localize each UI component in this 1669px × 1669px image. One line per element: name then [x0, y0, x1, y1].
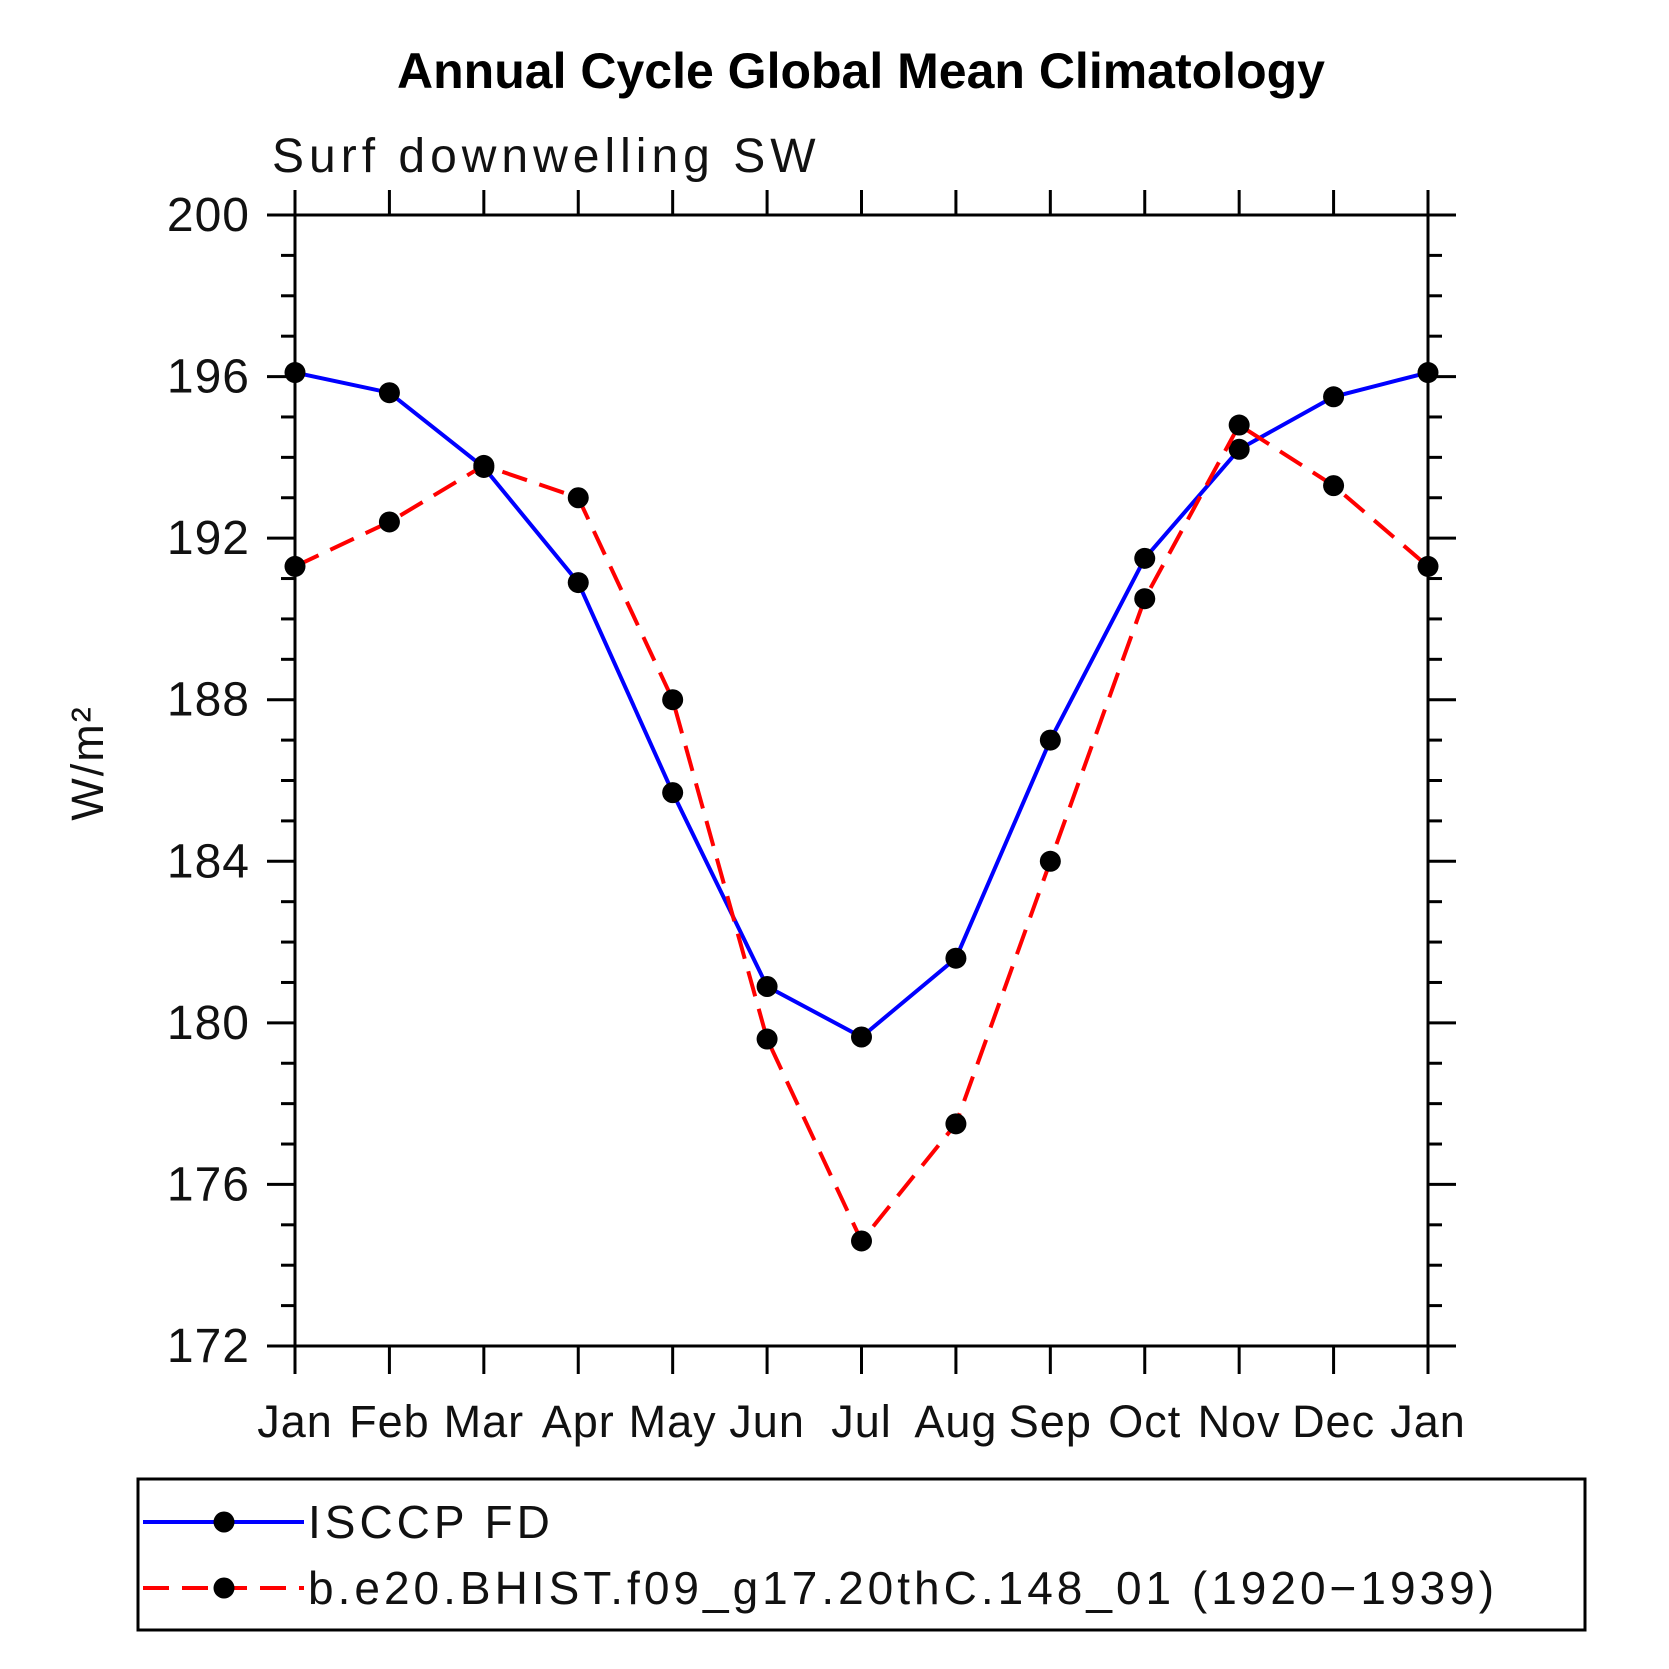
chart-subtitle: Surf downwelling SW: [272, 130, 821, 183]
data-point: [1134, 547, 1156, 569]
data-point: [662, 689, 684, 711]
data-point: [378, 382, 400, 404]
x-tick-label: Nov: [1198, 1396, 1281, 1447]
x-tick-label: Mar: [444, 1396, 525, 1447]
x-tick-label: Jan: [257, 1396, 333, 1447]
legend-label: b.e20.BHIST.f09_g17.20thC.148_01 (1920−1…: [308, 1562, 1498, 1614]
data-point: [851, 1026, 872, 1048]
data-point: [473, 454, 495, 476]
y-tick-label: 176: [167, 1158, 250, 1211]
x-tick-label: Dec: [1292, 1396, 1375, 1447]
y-tick-label: 200: [167, 189, 250, 242]
data-point: [1039, 850, 1061, 872]
legend-label: ISCCP FD: [308, 1496, 554, 1548]
data-point: [378, 511, 400, 533]
data-point: [284, 555, 306, 577]
x-tick-label: Apr: [542, 1396, 615, 1447]
data-point: [1417, 362, 1439, 384]
axes: Jan Feb Mar Apr May Jun Jul Aug Sep Oct Nov Dec Jan1…: [167, 189, 1466, 1447]
y-tick-label: 172: [167, 1320, 250, 1373]
legend-marker: [213, 1511, 235, 1533]
y-tick-label: 184: [167, 835, 250, 888]
x-tick-label: Sep: [1009, 1396, 1092, 1447]
data-point: [1228, 438, 1250, 460]
x-tick-label: Feb: [349, 1396, 430, 1447]
data-point: [1323, 386, 1345, 408]
data-point: [756, 1028, 778, 1050]
x-tick-label: Oct: [1108, 1396, 1181, 1447]
x-tick-label: Jun: [729, 1396, 805, 1447]
y-tick-label: 192: [167, 512, 250, 565]
series-line-1: [294, 422, 1430, 1245]
data-point: [1417, 555, 1439, 577]
y-tick-label: 188: [167, 674, 250, 727]
y-tick-label: 180: [167, 997, 250, 1050]
data-point: [1134, 588, 1156, 610]
data-point: [945, 1113, 967, 1135]
legend-box: [136, 1477, 1587, 1632]
data-point: [851, 1230, 872, 1252]
y-tick-label: 196: [167, 351, 250, 404]
legend: ISCCP FD b.e20.BHIST.f09_g17.20thC.148_01…: [136, 1477, 1587, 1632]
data-point: [945, 947, 967, 969]
chart-title: Annual Cycle Global Mean Climatology: [397, 43, 1325, 99]
data-point: [1039, 729, 1061, 751]
legend-marker: [213, 1577, 235, 1599]
data-point: [1323, 475, 1345, 497]
x-tick-label: Jan: [1390, 1396, 1466, 1447]
data-point: [1228, 414, 1250, 436]
y-axis-label: W/m²: [62, 705, 113, 820]
series-line-0: [294, 370, 1429, 1040]
plot-frame: [293, 213, 1430, 1348]
data-point: [662, 782, 684, 804]
series-group: [284, 362, 1439, 1252]
data-point: [567, 572, 589, 594]
x-tick-label: Aug: [914, 1396, 997, 1447]
data-point: [284, 362, 306, 384]
data-point: [756, 976, 778, 998]
data-point: [567, 487, 589, 509]
x-tick-label: May: [629, 1396, 717, 1447]
x-tick-label: Jul: [831, 1396, 892, 1447]
